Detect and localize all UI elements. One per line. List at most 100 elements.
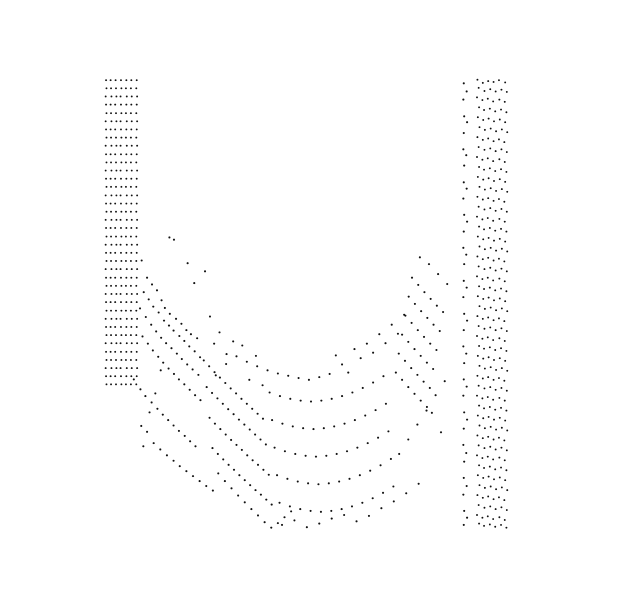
scatter-point: [105, 251, 108, 254]
scatter-point: [498, 317, 500, 320]
scatter-point: [266, 369, 269, 372]
scatter-point: [493, 359, 495, 361]
scatter-point: [435, 348, 438, 352]
scatter-point: [492, 160, 495, 163]
scatter-point: [119, 144, 122, 147]
scatter-point: [488, 286, 491, 289]
scatter-point: [359, 357, 362, 360]
scatter-point: [124, 87, 127, 90]
scatter-point: [382, 375, 385, 378]
scatter-point: [498, 396, 501, 399]
scatter-point: [494, 508, 497, 511]
scatter-point: [487, 435, 490, 438]
scatter-point: [119, 243, 122, 246]
scatter-point: [372, 351, 375, 354]
scatter-point: [256, 412, 259, 415]
scatter-point: [191, 475, 195, 478]
scatter-point: [487, 236, 490, 239]
scatter-point: [505, 349, 508, 352]
scatter-point: [172, 329, 175, 332]
scatter-point: [109, 350, 112, 353]
scatter-point: [487, 475, 490, 478]
scatter-point: [114, 153, 117, 156]
scatter-point: [254, 354, 257, 357]
scatter-point: [483, 90, 486, 92]
scatter-point: [136, 243, 139, 246]
scatter-point: [256, 514, 260, 517]
scatter-point: [115, 218, 118, 221]
scatter-point: [498, 237, 501, 240]
scatter-point: [483, 407, 485, 410]
scatter-point: [124, 235, 127, 238]
scatter-point: [232, 413, 235, 416]
scatter-point: [120, 185, 123, 188]
scatter-point: [161, 413, 164, 416]
scatter-point: [119, 317, 122, 320]
scatter-point: [130, 251, 133, 254]
scatter-point: [248, 428, 251, 431]
scatter-point: [488, 107, 491, 110]
scatter-point: [478, 126, 481, 129]
scatter-point: [130, 268, 133, 271]
scatter-point: [130, 218, 133, 221]
scatter-point: [486, 336, 489, 339]
scatter-point: [125, 301, 128, 304]
scatter-point: [495, 249, 498, 252]
scatter-point: [384, 342, 387, 345]
scatter-point: [105, 383, 108, 386]
scatter-point: [124, 309, 127, 312]
scatter-point: [183, 339, 186, 343]
scatter-point: [476, 414, 479, 417]
scatter-point: [353, 419, 356, 422]
scatter-point: [476, 315, 479, 318]
scatter-point: [487, 177, 490, 180]
scatter-point: [114, 251, 117, 254]
scatter-point: [218, 331, 221, 334]
scatter-point: [172, 459, 175, 462]
scatter-point: [410, 321, 413, 324]
scatter-point: [483, 288, 485, 290]
scatter-point: [498, 337, 501, 340]
scatter-point: [135, 260, 138, 262]
scatter-point: [503, 161, 506, 163]
scatter-point: [482, 297, 485, 300]
scatter-point: [114, 103, 117, 106]
scatter-point: [477, 265, 480, 268]
scatter-point: [104, 169, 107, 172]
scatter-point: [189, 440, 192, 443]
scatter-point: [335, 452, 338, 456]
scatter-point: [483, 188, 486, 191]
scatter-point: [170, 347, 173, 350]
scatter-point: [503, 379, 506, 382]
scatter-point: [120, 202, 122, 205]
scatter-point: [338, 480, 341, 483]
scatter-point: [219, 428, 222, 431]
scatter-point: [481, 437, 484, 440]
scatter-point: [146, 430, 149, 433]
scatter-point: [503, 280, 506, 283]
scatter-point: [466, 319, 469, 322]
scatter-point: [498, 138, 500, 141]
scatter-point: [498, 357, 501, 360]
scatter-point: [186, 262, 189, 265]
scatter-point: [476, 175, 479, 178]
scatter-point: [463, 509, 466, 512]
scatter-point: [110, 235, 112, 238]
scatter-point: [493, 478, 495, 481]
scatter-point: [481, 99, 484, 102]
scatter-point: [481, 337, 484, 340]
scatter-point: [129, 334, 132, 337]
scatter-point: [477, 384, 480, 387]
scatter-point: [135, 185, 138, 188]
scatter-point: [492, 100, 495, 103]
scatter-point: [481, 198, 484, 201]
scatter-point: [139, 388, 142, 391]
scatter-point: [114, 227, 117, 229]
scatter-point: [442, 310, 445, 314]
scatter-point: [120, 136, 123, 139]
scatter-point: [463, 411, 466, 414]
scatter-point: [120, 251, 122, 254]
scatter-point: [407, 340, 410, 343]
scatter-point: [109, 202, 112, 205]
scatter-point: [213, 422, 216, 425]
